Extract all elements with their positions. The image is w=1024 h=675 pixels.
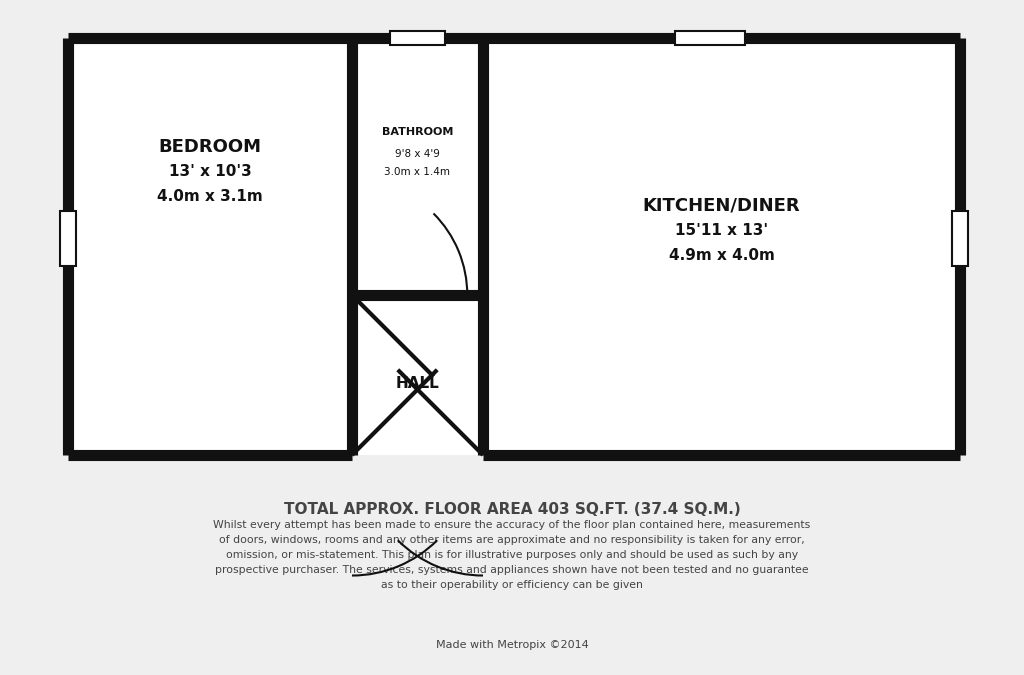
Text: KITCHEN/DINER: KITCHEN/DINER (643, 196, 801, 215)
Text: 15'11 x 13': 15'11 x 13' (675, 223, 768, 238)
Text: BATHROOM: BATHROOM (382, 127, 454, 136)
Text: BEDROOM: BEDROOM (159, 138, 261, 155)
Text: Whilst every attempt has been made to ensure the accuracy of the floor plan cont: Whilst every attempt has been made to en… (213, 520, 811, 589)
Text: HALL: HALL (395, 375, 439, 391)
Text: 9'8 x 4'9: 9'8 x 4'9 (395, 148, 440, 159)
Bar (68, 38, 961, 455)
Text: Made with Metropix ©2014: Made with Metropix ©2014 (435, 640, 589, 650)
Text: TOTAL APPROX. FLOOR AREA 403 SQ.FT. (37.4 SQ.M.): TOTAL APPROX. FLOOR AREA 403 SQ.FT. (37.… (284, 502, 740, 518)
Bar (952, 211, 968, 266)
Bar (390, 31, 445, 45)
Bar (675, 31, 745, 45)
Text: 13' x 10'3: 13' x 10'3 (169, 164, 251, 179)
Text: 4.0m x 3.1m: 4.0m x 3.1m (157, 189, 263, 204)
Bar (60, 211, 76, 266)
Text: 4.9m x 4.0m: 4.9m x 4.0m (669, 248, 774, 263)
Text: 3.0m x 1.4m: 3.0m x 1.4m (384, 167, 451, 177)
